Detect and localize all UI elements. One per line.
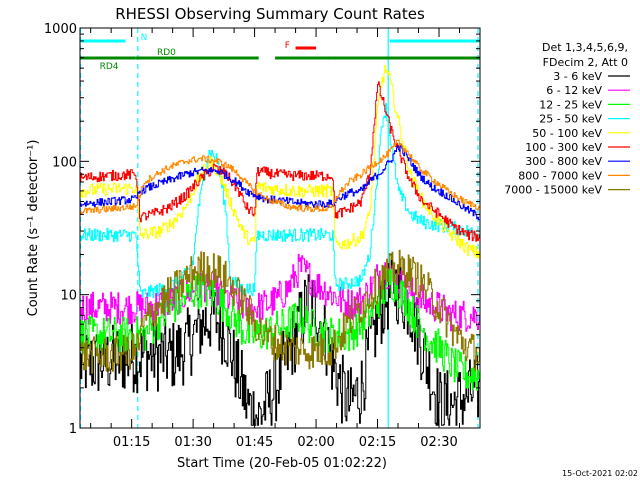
series-line-12-25-kev — [80, 269, 480, 391]
legend-label-6-12-kev: 6 - 12 keV — [546, 84, 602, 97]
legend-label-300-800-kev: 300 - 800 keV — [525, 155, 602, 168]
legend-header-line-1: Det 1,3,4,5,6,9, — [542, 41, 628, 54]
x-tick-label-01-45: 01:45 — [236, 435, 273, 450]
x-axis-label: Start Time (20-Feb-05 01:02:22) — [177, 456, 387, 471]
series-line-800-7000-kev — [80, 139, 480, 215]
state-bar-label-n: N — [141, 33, 148, 43]
legend-label-50-100-kev: 50 - 100 keV — [532, 127, 602, 140]
legend-label-7000-15000-kev: 7000 - 15000 keV — [504, 184, 602, 197]
legend-label-12-25-kev: 12 - 25 keV — [539, 98, 602, 111]
axes — [79, 27, 481, 429]
legend-label-25-50-kev: 25 - 50 keV — [539, 113, 602, 126]
chart-title: RHESSI Observing Summary Count Rates — [115, 5, 425, 23]
legend-label-3-6-kev: 3 - 6 keV — [553, 70, 602, 83]
state-bar-label-rd4: RD4 — [100, 62, 119, 72]
y-tick-label-10: 10 — [60, 289, 77, 304]
plot-frame — [79, 27, 481, 429]
series-line-100-300-kev — [80, 81, 480, 242]
y-tick-label-1000: 1000 — [44, 22, 77, 37]
state-bar-label-rd0: RD0 — [157, 48, 176, 58]
y-tick-label-1: 1 — [69, 422, 77, 437]
x-tick-label-01-15: 01:15 — [113, 435, 150, 450]
y-axis-label: Count Rate (s⁻¹ detector⁻¹) — [26, 140, 41, 317]
series-line-50-100-kev — [80, 64, 480, 259]
timestamp: 15-Oct-2021 02:02 — [562, 469, 638, 478]
series-line-300-800-kev — [80, 144, 480, 221]
plot-content: N F RD0 RD4 — [80, 28, 480, 428]
x-tick-label-02-15: 02:15 — [359, 435, 396, 450]
series-line-7000-15000-kev — [80, 249, 480, 374]
legend-label-800-7000-kev: 800 - 7000 keV — [518, 169, 602, 182]
ticks: 1 10 100 1000 01:15 01:30 01:45 02:00 02:15 02:30 — [44, 22, 481, 450]
legend-label-100-300-kev: 100 - 300 keV — [525, 141, 602, 154]
series-line-25-50-kev — [80, 103, 480, 298]
state-bar-label-f: F — [285, 41, 290, 51]
y-tick-label-100: 100 — [52, 155, 77, 170]
legend-header-line-2: FDecim 2, Att 0 — [543, 56, 628, 69]
x-tick-label-01-30: 01:30 — [174, 435, 211, 450]
x-tick-label-02-30: 02:30 — [420, 435, 457, 450]
x-tick-label-02-00: 02:00 — [297, 435, 334, 450]
